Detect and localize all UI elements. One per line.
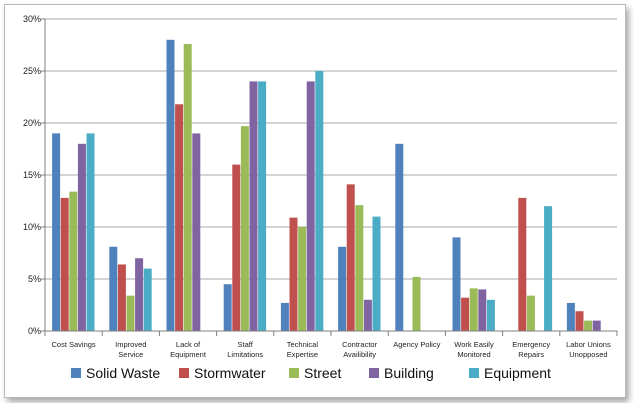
bar-stormwater (175, 104, 184, 331)
bar-solid-waste (280, 302, 289, 331)
bar-building (135, 258, 144, 331)
bar-building (77, 143, 86, 331)
bar-solid-waste (166, 39, 175, 332)
bars (52, 39, 601, 332)
x-category-label: Contractor (342, 340, 378, 349)
bar-solid-waste (52, 133, 61, 331)
bar-building (478, 289, 487, 331)
bar-stormwater (518, 197, 527, 331)
x-category-label: Unopposed (569, 350, 607, 359)
x-category-label: Improved (115, 340, 146, 349)
x-category-label: Cost Savings (52, 340, 96, 349)
y-tick-label: 0% (28, 326, 41, 336)
x-category-label: Emergency (512, 340, 550, 349)
bar-street (240, 126, 249, 332)
bar-stormwater (289, 217, 298, 331)
bar-equipment (372, 216, 381, 331)
y-tick-label: 30% (23, 14, 41, 24)
bar-equipment (258, 81, 267, 332)
legend-swatch (179, 368, 189, 378)
bar-equipment (315, 71, 324, 331)
bar-chart: 0% 5% 10% 15% 20% 25% 30% Cost Savings Improved… (23, 14, 618, 381)
legend: Solid Waste Stormwater Street Building Equip… (71, 365, 551, 381)
bar-building (306, 81, 315, 332)
legend-swatch (369, 368, 379, 378)
x-category-label: Work Easily (454, 340, 494, 349)
bar-street (584, 320, 593, 331)
y-tick-label: 20% (23, 118, 41, 128)
bar-building (592, 320, 601, 331)
legend-swatch (71, 368, 81, 378)
legend-label: Solid Waste (86, 365, 160, 381)
y-tick-label: 25% (23, 66, 41, 76)
x-category-label: Technical (287, 340, 319, 349)
bar-street (298, 227, 307, 331)
bar-building (192, 133, 201, 331)
x-category-label: Limitations (227, 350, 263, 359)
bar-equipment (486, 299, 495, 331)
bar-solid-waste (452, 237, 461, 331)
bar-street (526, 295, 535, 331)
legend-label: Building (384, 365, 434, 381)
bar-solid-waste (566, 302, 575, 331)
legend-swatch (469, 368, 479, 378)
bar-stormwater (117, 264, 126, 331)
bar-stormwater (346, 184, 355, 331)
chart-frame: 0% 5% 10% 15% 20% 25% 30% Cost Savings Improved… (4, 4, 626, 398)
bar-street (69, 191, 78, 331)
y-tick-label: 5% (28, 274, 41, 284)
bar-equipment (544, 206, 553, 331)
x-category-label: Agency Policy (393, 340, 440, 349)
x-category-label: Repairs (518, 350, 544, 359)
legend-swatch (289, 368, 299, 378)
x-category-label: Monitored (457, 350, 490, 359)
x-category-label: Lack of (176, 340, 201, 349)
x-category-label: Staff (238, 340, 254, 349)
bar-building (363, 299, 372, 331)
bar-solid-waste (395, 143, 404, 331)
bar-stormwater (60, 197, 69, 331)
bar-solid-waste (223, 284, 232, 331)
x-category-label: Availibility (343, 350, 376, 359)
x-category-label: Expertise (287, 350, 318, 359)
bar-stormwater (461, 297, 470, 331)
y-tick-label: 10% (23, 222, 41, 232)
bar-equipment (86, 133, 95, 331)
bar-building (249, 81, 258, 332)
bar-street (355, 205, 364, 331)
y-tick-label: 15% (23, 170, 41, 180)
x-category-label: Service (118, 350, 143, 359)
bar-street (469, 288, 478, 331)
bar-stormwater (575, 311, 584, 331)
y-axis-tick-labels: 0% 5% 10% 15% 20% 25% 30% (23, 14, 41, 336)
x-category-label: Equipment (170, 350, 207, 359)
bar-street (183, 43, 192, 332)
legend-label: Street (304, 365, 341, 381)
bar-street (126, 295, 135, 331)
bar-stormwater (232, 164, 241, 331)
axes (41, 18, 618, 336)
bar-solid-waste (109, 246, 118, 331)
x-category-label: Labor Unions (566, 340, 611, 349)
bar-equipment (143, 268, 152, 331)
bar-solid-waste (338, 246, 347, 331)
bar-street (412, 276, 421, 331)
legend-label: Stormwater (194, 365, 266, 381)
legend-label: Equipment (484, 365, 551, 381)
